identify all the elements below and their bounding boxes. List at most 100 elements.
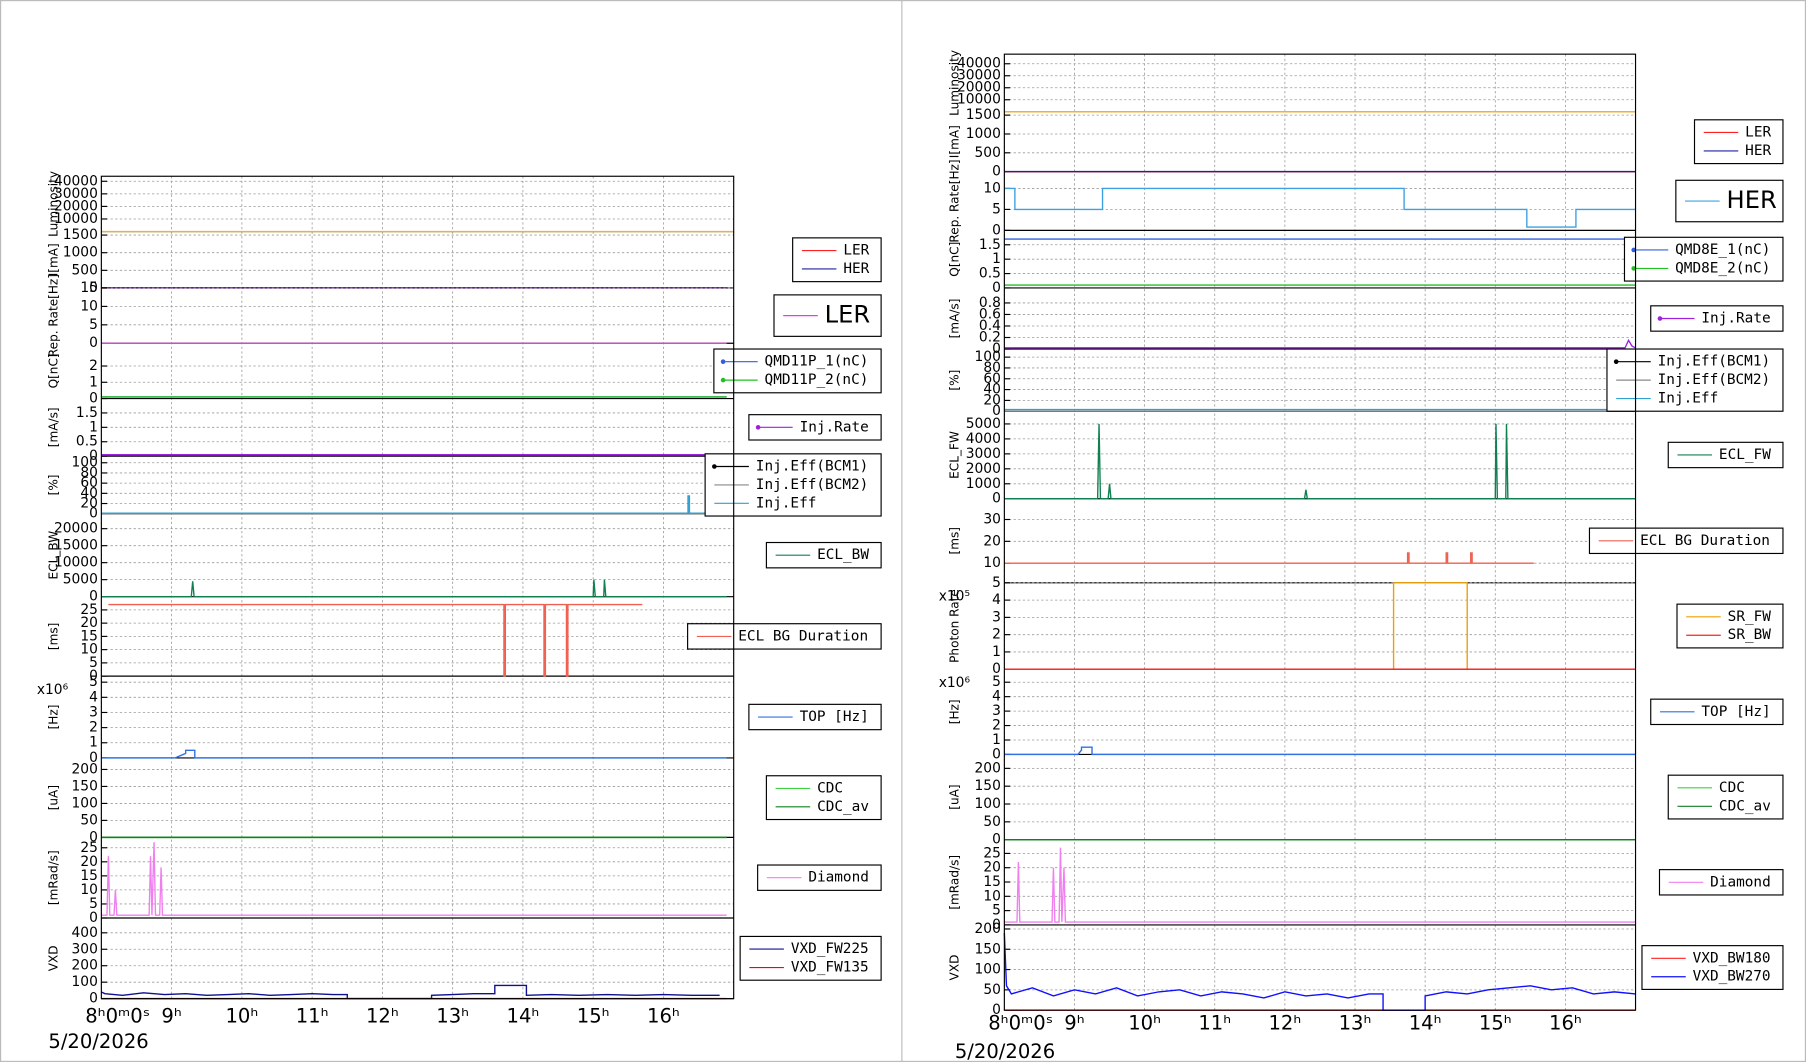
y-tick-label: 15 <box>80 868 98 884</box>
legend-label: ECL BG Duration <box>1640 533 1770 549</box>
y-axis-label: [%] <box>47 474 61 495</box>
legend-label: VXD_BW270 <box>1693 969 1771 985</box>
y-axis-label: Rep. Rate[Hz] <box>47 274 61 357</box>
legend-marker <box>1631 266 1636 271</box>
legend-box <box>792 237 882 283</box>
y-tick-label: 25 <box>80 602 98 618</box>
y-tick-label: 0 <box>89 335 98 351</box>
y-axis-label: Rep. Rate[Hz] <box>947 159 961 242</box>
y-tick-label: 400 <box>72 925 98 941</box>
legend-box <box>1667 774 1784 820</box>
series-line <box>101 495 727 514</box>
y-tick-label: 20 <box>983 860 1001 876</box>
legend-label: HER <box>1727 186 1777 214</box>
y-tick-label: 100 <box>72 974 98 990</box>
y-tick-label: 5 <box>992 201 1001 217</box>
y-tick-label: 10000 <box>54 211 98 227</box>
legend-label: QMD8E_1(nC) <box>1675 242 1770 258</box>
y-tick-label: 50 <box>983 982 1001 998</box>
axis-multiplier: x10⁶ <box>939 675 971 691</box>
y-axis-label: VXD <box>47 945 61 971</box>
y-tick-label: 40000 <box>54 173 98 189</box>
y-tick-label: 50 <box>80 812 98 828</box>
y-tick-label: 0.6 <box>979 306 1001 322</box>
series-line <box>1004 552 1534 564</box>
y-tick-label: 1000 <box>63 245 98 261</box>
x-tick-label: 13ʰ <box>1339 1011 1372 1034</box>
legend-box <box>739 935 882 981</box>
y-tick-label: 1 <box>992 251 1001 267</box>
y-tick-label: 150 <box>72 778 98 794</box>
legend-label: CDC <box>817 780 843 796</box>
y-tick-label: 60 <box>80 475 98 491</box>
legend-label: LER <box>825 301 871 329</box>
y-tick-label: 200 <box>975 760 1001 776</box>
series-line <box>1004 338 1636 349</box>
legend-marker <box>1631 247 1636 253</box>
y-tick-label: 3 <box>992 703 1001 719</box>
y-tick-label: 10000 <box>957 92 1001 108</box>
y-tick-label: 100 <box>975 962 1001 978</box>
legend-label: Diamond <box>1710 874 1771 890</box>
y-tick-label: 40 <box>80 485 98 501</box>
y-tick-label: 2 <box>992 718 1001 734</box>
series-line <box>1004 847 1636 923</box>
series-line <box>101 749 727 759</box>
y-tick-label: 200 <box>72 761 98 777</box>
y-tick-label: 4 <box>992 689 1001 705</box>
legend-label: Inj.Eff <box>1658 391 1719 407</box>
x-tick-label: 15ʰ <box>577 1005 610 1028</box>
legend-label: CDC <box>1719 780 1745 796</box>
y-tick-label: 25 <box>983 845 1001 861</box>
y-tick-label: 2 <box>992 627 1001 643</box>
legend-label: Inj.Eff <box>756 495 817 511</box>
legend-label: Diamond <box>808 870 869 886</box>
y-tick-label: 100 <box>72 455 98 471</box>
y-tick-label: 0 <box>89 391 98 407</box>
y-tick-label: 5 <box>992 575 1001 591</box>
y-tick-label: 100 <box>975 796 1001 812</box>
y-tick-label: 300 <box>72 941 98 957</box>
y-axis-label: VXD <box>947 955 961 981</box>
y-tick-label: 0 <box>992 917 1001 933</box>
y-tick-label: 20 <box>80 854 98 870</box>
y-tick-label: 5000 <box>63 572 98 588</box>
y-tick-label: 0 <box>89 910 98 926</box>
y-axis-label: [uA] <box>947 784 961 809</box>
y-tick-label: 1 <box>89 374 98 390</box>
y-tick-label: 30 <box>983 511 1001 527</box>
y-tick-label: 0 <box>89 448 98 464</box>
y-axis-label: ECL_BW <box>47 531 61 580</box>
y-axis-label: Luminosity <box>47 171 61 237</box>
y-tick-label: 5 <box>89 896 98 912</box>
y-axis-label: [Hz] <box>47 705 61 730</box>
legend-box <box>748 414 882 441</box>
y-tick-label: 200 <box>72 958 98 974</box>
legend-label: CDC_av <box>817 799 869 815</box>
legend-label: ECL_BW <box>817 547 869 563</box>
legend-label: LER <box>1745 124 1771 140</box>
x-tick-label: 13ʰ <box>436 1005 469 1028</box>
y-tick-label: 1000 <box>966 476 1001 492</box>
y-tick-label: 2 <box>89 358 98 374</box>
y-tick-label: 3 <box>89 704 98 720</box>
y-tick-label: 50 <box>983 814 1001 830</box>
y-tick-label: 2000 <box>966 461 1001 477</box>
series-line <box>101 842 727 916</box>
y-axis-label: Q[nC] <box>47 353 61 388</box>
y-tick-label: 0 <box>89 280 98 296</box>
y-tick-label: 3000 <box>966 446 1001 462</box>
y-axis-label: [mRad/s] <box>47 850 61 905</box>
legend-label: HER <box>1745 143 1771 159</box>
y-tick-label: 10 <box>983 888 1001 904</box>
y-tick-label: 5 <box>89 674 98 690</box>
y-tick-label: 25 <box>80 840 98 856</box>
x-tick-label: 16ʰ <box>1549 1011 1582 1034</box>
y-tick-label: 1500 <box>966 107 1001 123</box>
legend-label: TOP [Hz] <box>1701 704 1770 720</box>
y-axis-label: I[mA] <box>47 243 61 276</box>
axis-multiplier: x10⁶ <box>37 682 69 698</box>
y-axis-label: [mA/s] <box>947 299 961 339</box>
x-tick-label: 12ʰ <box>1268 1011 1301 1034</box>
